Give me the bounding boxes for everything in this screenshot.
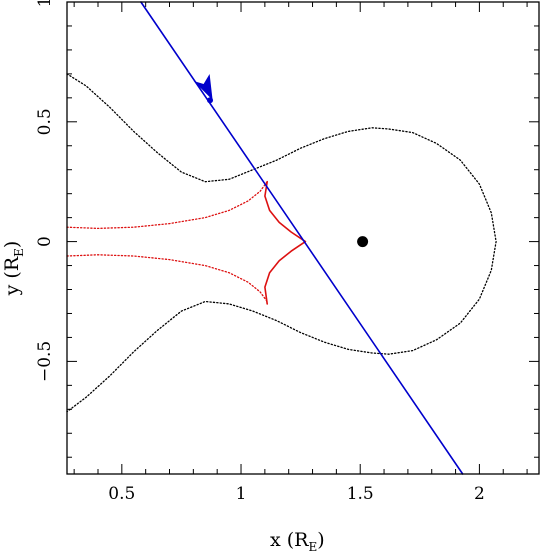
y-axis-label-sub: E bbox=[12, 248, 26, 257]
x-tick-label: 2 bbox=[474, 484, 485, 504]
x-tick-label: 0.5 bbox=[108, 484, 135, 504]
x-axis-label-main: x (R bbox=[270, 529, 309, 551]
series-layer bbox=[66, 1, 497, 475]
lens-point bbox=[357, 236, 369, 248]
x-axis-label-close: ) bbox=[317, 529, 324, 551]
x-tick-label: 1.5 bbox=[347, 484, 374, 504]
x-axis-label: x (RE) bbox=[270, 529, 325, 554]
plot-frame bbox=[66, 1, 540, 475]
trajectory-arrow bbox=[193, 74, 213, 100]
x-axis-label-sub: E bbox=[308, 540, 317, 554]
svg-text:x (RE): x (RE) bbox=[270, 529, 325, 554]
y-tick-label: 1 bbox=[35, 0, 55, 7]
caustic-curve-3 bbox=[264, 180, 307, 305]
ticks-layer: 0.5 1 1.5 2 −0.5 0 0.5 1 bbox=[35, 0, 539, 504]
y-tick-label: 0 bbox=[35, 236, 55, 247]
caustic-dotted-2 bbox=[66, 254, 268, 303]
svg-text:y (RE): y (RE) bbox=[1, 241, 26, 297]
critical-curve-0 bbox=[66, 73, 497, 413]
y-axis-label: y (RE) bbox=[1, 241, 26, 297]
source-trajectory-4 bbox=[140, 1, 464, 475]
y-tick-label: −0.5 bbox=[35, 341, 55, 382]
y-tick-label: 0.5 bbox=[35, 108, 55, 135]
x-tick-label: 1 bbox=[236, 484, 247, 504]
y-axis-label-main: y (R bbox=[1, 256, 23, 296]
y-axis-label-close: ) bbox=[1, 241, 23, 248]
caustic-dotted-1 bbox=[66, 181, 268, 230]
